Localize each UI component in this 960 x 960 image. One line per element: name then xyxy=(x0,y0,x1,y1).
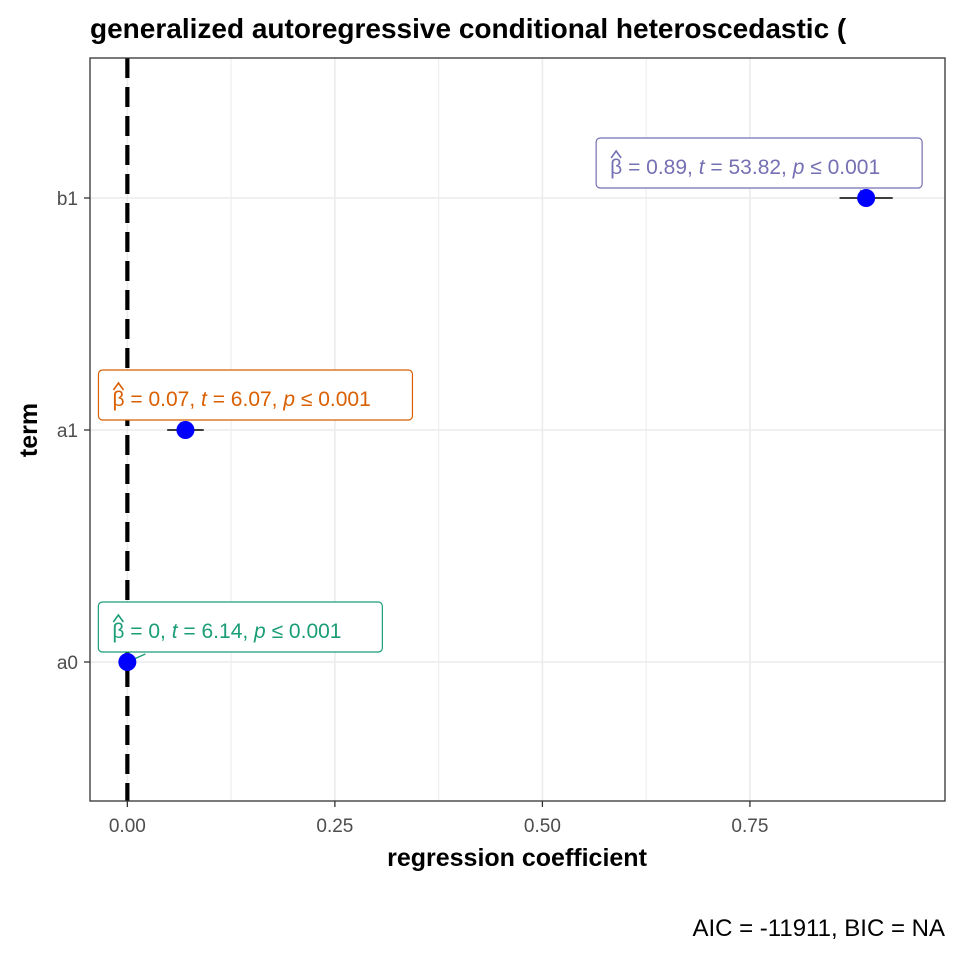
x-axis-ticks: 0.00 0.25 0.50 0.75 xyxy=(109,801,768,837)
annotation-beta-symbol-a1: β xyxy=(112,388,124,411)
annotation-p-value-a1: ≤ 0.001 xyxy=(295,388,371,411)
x-axis-title: regression coefficient xyxy=(387,844,647,872)
annotation-t-symbol-a0: t xyxy=(172,620,179,643)
chart-title: generalized autoregressive conditional h… xyxy=(90,13,847,44)
y-tick-label: a1 xyxy=(57,421,78,442)
coefficient-point-a1 xyxy=(176,421,195,439)
annotation-label-a0: β = 0, t = 6.14, p ≤ 0.001 xyxy=(112,620,341,643)
annotation-t-symbol-a1: t xyxy=(201,388,208,411)
annotation-p-symbol-b1: p xyxy=(792,156,805,179)
annotation-p-value-a0: ≤ 0.001 xyxy=(266,620,342,643)
annotation-p-value-b1: ≤ 0.001 xyxy=(804,156,880,179)
annotation-p-symbol-a0: p xyxy=(253,620,266,643)
annotation-label-b1: β = 0.89, t = 53.82, p ≤ 0.001 xyxy=(610,156,880,179)
annotation-p-symbol-a1: p xyxy=(282,388,295,411)
beta-hat-accent-a0 xyxy=(112,613,125,623)
y-axis-ticks: a0 a1 b1 xyxy=(57,189,90,674)
annotation-beta-symbol-b1: β xyxy=(610,156,622,179)
annotation-t-value-a1: = 6.07, xyxy=(207,388,283,411)
y-tick-label: a0 xyxy=(57,653,78,674)
annotation-beta-value-a0: = 0, xyxy=(124,620,171,643)
beta-hat-accent-a1 xyxy=(112,381,125,391)
model-fit-caption: AIC = -11911, BIC = NA xyxy=(692,915,945,942)
annotation-label-a1: β = 0.07, t = 6.07, p ≤ 0.001 xyxy=(112,388,370,411)
y-tick-label: b1 xyxy=(57,189,78,210)
annotation-t-symbol-b1: t xyxy=(699,156,706,179)
annotation-beta-symbol-a0: β xyxy=(112,620,124,643)
beta-hat-accent-b1 xyxy=(610,149,622,159)
x-tick-label: 0.25 xyxy=(316,816,353,837)
coefficient-point-a0 xyxy=(118,653,137,671)
annotation-beta-value-a1: = 0.07, xyxy=(125,388,201,411)
coefficient-point-b1 xyxy=(857,189,876,207)
annotation-beta-value-b1: = 0.89, xyxy=(622,156,698,179)
point-layer xyxy=(118,189,876,671)
x-tick-label: 0.50 xyxy=(524,816,561,837)
annotation-box-b1 xyxy=(595,137,923,189)
annotation-box-a0 xyxy=(97,601,383,653)
annotation-t-value-a0: = 6.14, xyxy=(178,620,254,643)
annotation-box-a1 xyxy=(97,369,414,421)
y-axis-title: term xyxy=(15,403,43,457)
x-tick-label: 0.75 xyxy=(731,816,768,837)
x-tick-label: 0.00 xyxy=(109,816,146,837)
annotation-t-value-b1: = 53.82, xyxy=(705,156,793,179)
